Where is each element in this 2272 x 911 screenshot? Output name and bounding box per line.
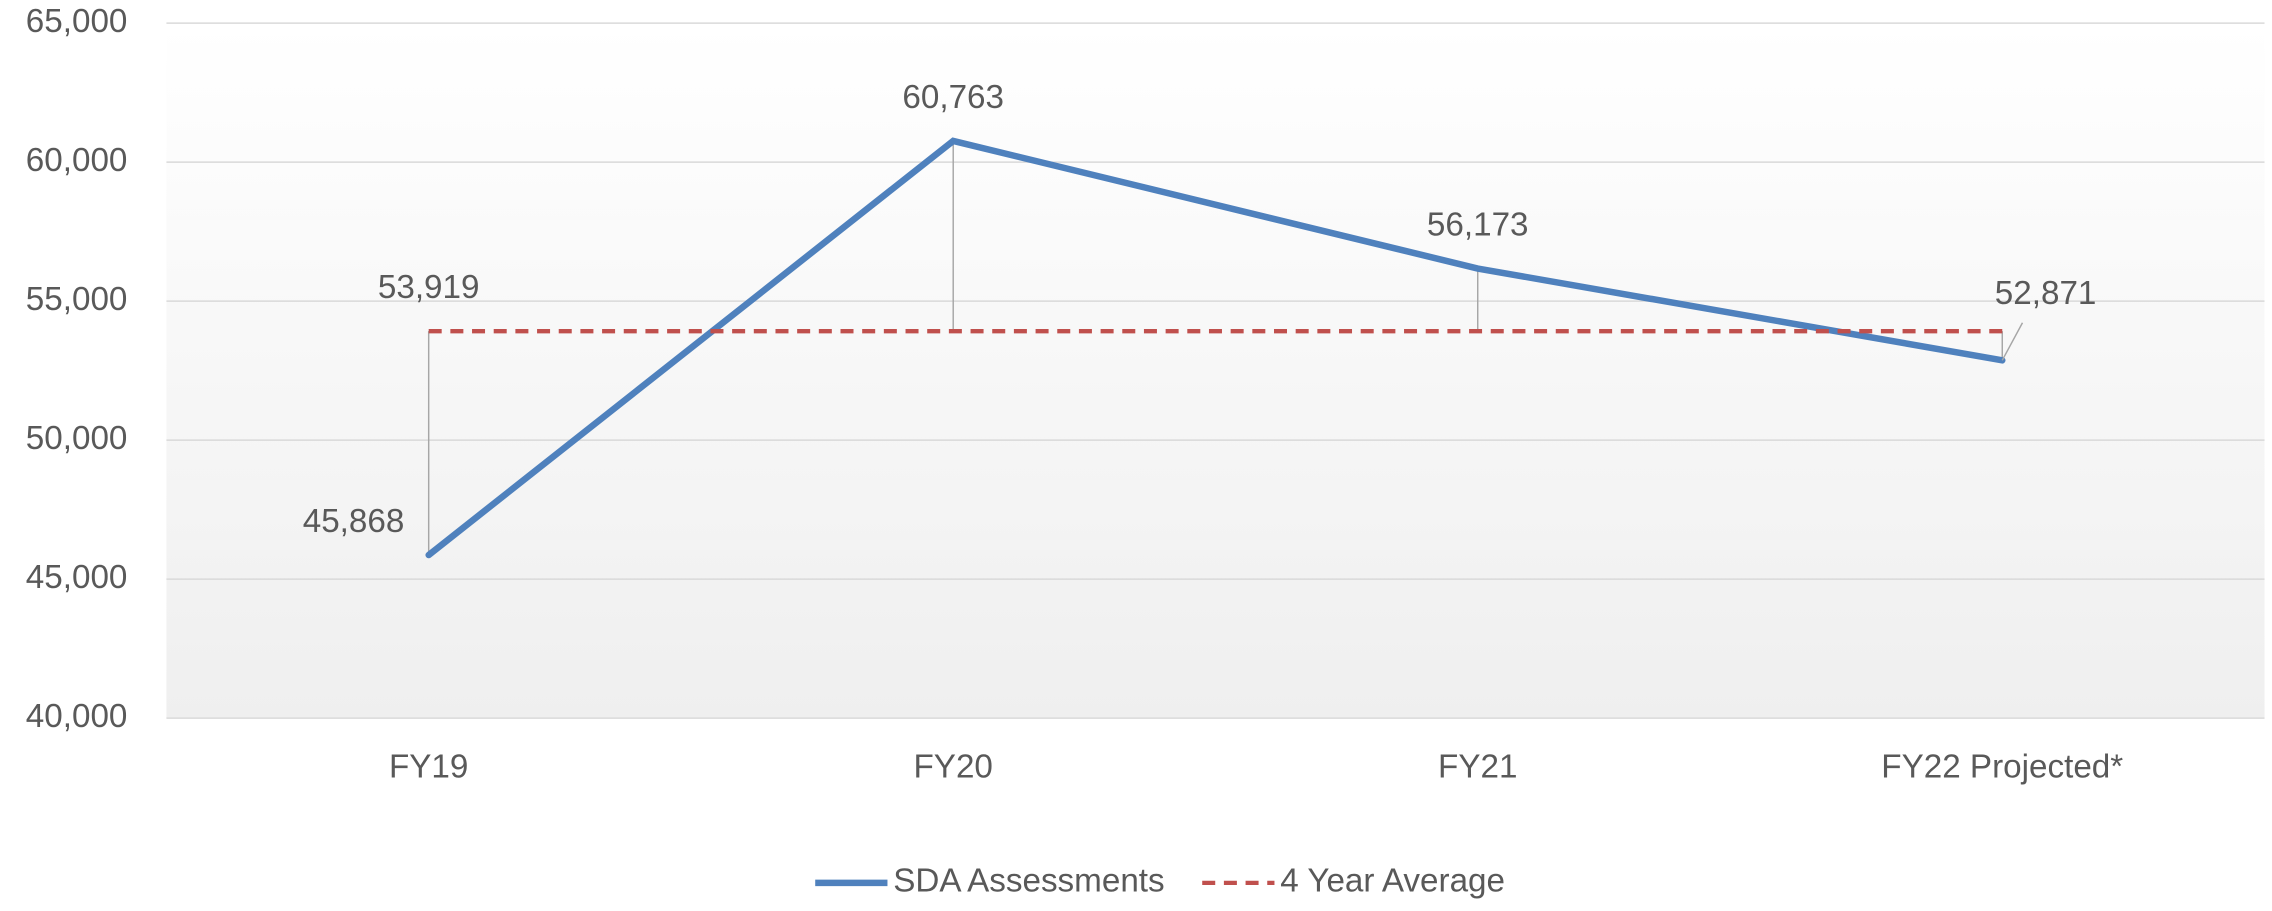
y-tick-label: 65,000 <box>26 3 128 40</box>
y-tick-label: 45,000 <box>26 559 128 596</box>
leader-line <box>2001 322 2024 361</box>
y-tick-label: 55,000 <box>26 281 128 318</box>
y-tick-label: 40,000 <box>26 698 128 735</box>
x-tick-label: FY21 <box>1438 749 1517 786</box>
data-label: 53,919 <box>378 269 480 306</box>
y-tick-label: 60,000 <box>26 142 128 179</box>
data-label: 56,173 <box>1427 206 1529 243</box>
x-tick-label: FY20 <box>914 749 993 786</box>
x-tick-label: FY22 Projected* <box>1881 749 2123 786</box>
legend-label: 4 Year Average <box>1280 863 1505 900</box>
x-tick-label: FY19 <box>389 749 468 786</box>
legend-label: SDA Assessments <box>893 863 1164 900</box>
y-tick-label: 50,000 <box>26 420 128 457</box>
data-label: 60,763 <box>902 79 1004 116</box>
data-label: 45,868 <box>303 503 405 540</box>
data-label: 52,871 <box>1995 275 2097 312</box>
plot-area <box>166 23 2265 719</box>
series-line <box>425 137 2006 559</box>
